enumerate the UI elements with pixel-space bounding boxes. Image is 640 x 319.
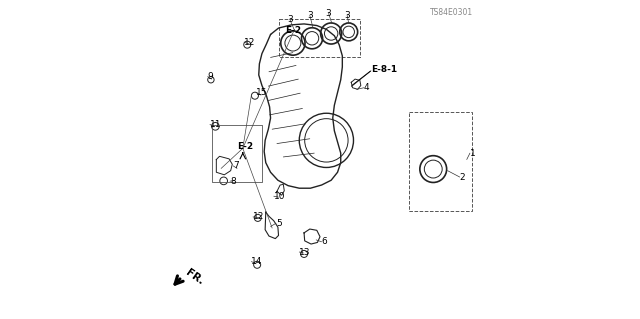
Text: 10: 10 — [274, 192, 285, 201]
Text: 7: 7 — [233, 161, 239, 170]
Text: 3: 3 — [287, 15, 292, 24]
Text: 3: 3 — [307, 11, 313, 20]
Text: 12: 12 — [244, 38, 255, 47]
Text: 15: 15 — [256, 88, 268, 97]
Text: FR.: FR. — [184, 268, 205, 287]
Text: 3: 3 — [344, 11, 350, 20]
Text: E-2: E-2 — [285, 26, 301, 35]
Text: 14: 14 — [252, 257, 263, 266]
Text: E-8-1: E-8-1 — [371, 65, 397, 74]
Bar — [278, 19, 360, 57]
Text: 9: 9 — [208, 72, 214, 81]
Text: 8: 8 — [230, 177, 236, 186]
Text: 11: 11 — [210, 120, 221, 129]
Text: 1: 1 — [470, 149, 476, 158]
Text: 5: 5 — [276, 219, 282, 228]
Text: TS84E0301: TS84E0301 — [430, 8, 473, 17]
Text: 6: 6 — [321, 237, 327, 246]
Bar — [410, 112, 472, 211]
Text: E-2: E-2 — [237, 142, 253, 151]
Text: 4: 4 — [364, 83, 370, 92]
Text: 3: 3 — [326, 9, 332, 18]
Text: 2: 2 — [460, 173, 465, 182]
Text: 13: 13 — [300, 248, 311, 256]
Text: 12: 12 — [253, 212, 264, 221]
